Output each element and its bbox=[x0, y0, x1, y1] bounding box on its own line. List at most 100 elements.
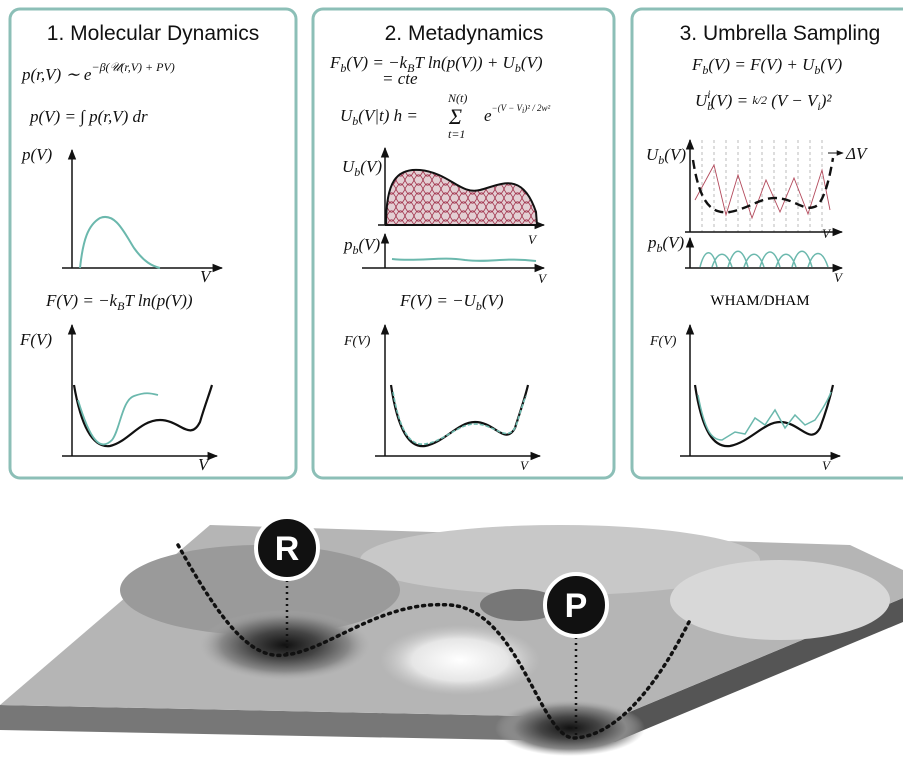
axis-label: F(V) bbox=[649, 334, 677, 349]
text-part: (V) bbox=[521, 53, 543, 72]
panel-title: 1. Molecular Dynamics bbox=[47, 22, 259, 45]
text-part: (V) = bbox=[711, 91, 753, 110]
text-part: b bbox=[476, 299, 482, 313]
well bbox=[200, 610, 370, 680]
axis-label: ΔV bbox=[845, 144, 869, 163]
text-part: b bbox=[353, 243, 359, 257]
text-part: U bbox=[342, 157, 356, 176]
axis-label: p(V) bbox=[21, 145, 53, 164]
equation: Fb(V) = −kBT ln(p(V)) + Ub(V) bbox=[329, 53, 543, 75]
state-marker bbox=[254, 515, 320, 581]
text-part: U bbox=[695, 91, 709, 110]
equation: Ubi(V) = k/2 (V − Vi)² bbox=[695, 87, 832, 113]
well bbox=[495, 700, 645, 756]
equation: Fb(V) = F(V) + Ub(V) bbox=[691, 55, 842, 77]
panel-frame bbox=[311, 7, 616, 480]
reaction-path bbox=[176, 543, 692, 740]
text-part: (V − V bbox=[767, 91, 820, 110]
curve bbox=[392, 391, 527, 445]
equation: e−(V − Vi)² / 2w² bbox=[484, 103, 550, 125]
axis-label: V bbox=[834, 270, 844, 285]
curve bbox=[72, 384, 214, 448]
text-part: )² bbox=[820, 91, 833, 110]
axis-label: F(V) bbox=[19, 330, 52, 349]
axis-label: V bbox=[538, 271, 548, 286]
contour bbox=[670, 560, 890, 640]
text-part: (V|t) h = bbox=[358, 106, 418, 125]
axis-label: V bbox=[520, 458, 530, 473]
panel-frame bbox=[8, 7, 298, 480]
equation: F(V) = −Ub(V) bbox=[399, 291, 504, 313]
text-part: b bbox=[340, 61, 346, 75]
axis-label: V bbox=[528, 232, 538, 247]
text-part: (V) bbox=[663, 233, 685, 252]
text-part: −β(𝒰(r,V) + PV) bbox=[91, 60, 174, 74]
text-part: (V) bbox=[360, 157, 382, 176]
contour bbox=[360, 525, 760, 595]
method-label: WHAM/DHAM bbox=[710, 293, 809, 309]
curve bbox=[691, 157, 835, 214]
equation: F(V) = −kBT ln(p(V)) bbox=[45, 291, 193, 313]
text-part: i bbox=[707, 87, 710, 101]
text-part: (V) bbox=[664, 145, 686, 164]
curve bbox=[697, 391, 832, 441]
text-part: B bbox=[407, 61, 415, 75]
text-part: k/2 bbox=[752, 93, 767, 107]
equation: p(r,V) ∼ e−β(𝒰(r,V) + PV) bbox=[21, 60, 175, 84]
curve bbox=[693, 384, 835, 448]
text-part: b bbox=[352, 114, 358, 128]
text-part: T ln(p(V)) bbox=[124, 291, 192, 310]
axis-label: V bbox=[200, 267, 213, 286]
equation: p(V) = ∫ p(r,V) dr bbox=[29, 107, 148, 127]
window-potentials bbox=[694, 163, 831, 220]
text-part: )² / 2w² bbox=[523, 103, 550, 113]
panel-title: 3. Umbrella Sampling bbox=[680, 22, 881, 45]
text-part: i bbox=[817, 99, 820, 113]
state-label: R bbox=[275, 530, 300, 568]
equation: t=1 bbox=[448, 127, 465, 141]
text-part: F bbox=[329, 53, 341, 72]
text-part: F bbox=[691, 55, 703, 74]
axis-label: pb(V) bbox=[343, 235, 381, 257]
contour bbox=[120, 545, 400, 635]
text-part: (V) bbox=[359, 235, 381, 254]
panel-title: 2. Metadynamics bbox=[385, 22, 544, 45]
text-part: (V) bbox=[820, 55, 842, 74]
text-part: b bbox=[657, 241, 663, 255]
equation: N(t) bbox=[447, 91, 467, 105]
text-part: b bbox=[707, 99, 713, 113]
axis-label: V bbox=[198, 455, 211, 474]
axis-label: Ub(V) bbox=[646, 145, 686, 167]
text-part: p(r,V) ∼ e bbox=[21, 65, 92, 84]
text-part: p(V) = ∫ p(r,V) dr bbox=[29, 107, 148, 127]
text-part: p bbox=[647, 233, 657, 252]
text-part: (V) = −k bbox=[346, 53, 407, 72]
equation: Σ bbox=[448, 104, 462, 129]
bias-potential bbox=[384, 168, 539, 226]
axis-label: V bbox=[822, 458, 832, 473]
histograms bbox=[699, 250, 829, 268]
text-part: b bbox=[814, 63, 820, 77]
text-part: U bbox=[340, 106, 354, 125]
equation: Ub(V|t) h = bbox=[340, 106, 418, 128]
text-part: T ln(p(V)) + U bbox=[414, 53, 516, 72]
curve bbox=[79, 215, 161, 269]
text-part: = cte bbox=[382, 69, 418, 88]
equation: = cte bbox=[382, 69, 418, 88]
curve bbox=[77, 392, 159, 446]
curve bbox=[391, 257, 537, 262]
text-part: b bbox=[702, 63, 708, 77]
text-part: F(V) = −k bbox=[45, 291, 118, 310]
text-part: i bbox=[522, 106, 524, 115]
text-part: (V) bbox=[482, 291, 504, 310]
contour bbox=[480, 589, 560, 621]
text-part: b bbox=[515, 61, 521, 75]
text-part: p bbox=[343, 235, 353, 254]
axis-label: F(V) bbox=[343, 334, 371, 349]
state-label: P bbox=[565, 587, 588, 625]
state-marker bbox=[543, 572, 609, 638]
hill bbox=[380, 625, 540, 695]
text-part: b bbox=[658, 153, 664, 167]
text-part: b bbox=[354, 165, 360, 179]
